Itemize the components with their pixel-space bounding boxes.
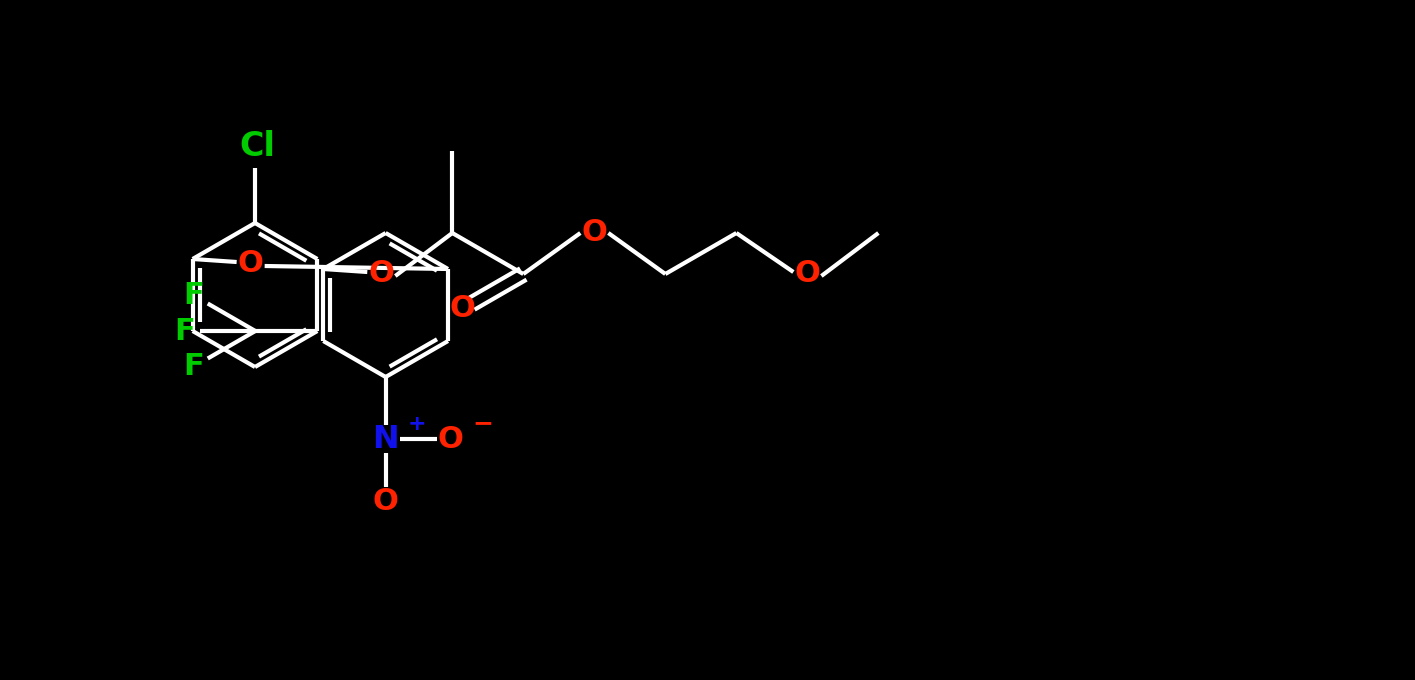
Text: O: O — [437, 424, 464, 454]
Text: −: − — [473, 411, 494, 435]
Text: N: N — [372, 424, 399, 454]
Text: O: O — [450, 294, 475, 324]
Text: O: O — [372, 486, 399, 515]
Text: F: F — [184, 281, 204, 310]
Text: F: F — [184, 352, 204, 381]
Text: O: O — [238, 250, 263, 279]
Text: Cl: Cl — [239, 130, 275, 163]
Text: +: + — [408, 414, 426, 434]
Text: O: O — [582, 218, 607, 248]
Text: F: F — [174, 316, 195, 345]
Text: O: O — [368, 260, 395, 288]
Text: O: O — [794, 260, 821, 288]
